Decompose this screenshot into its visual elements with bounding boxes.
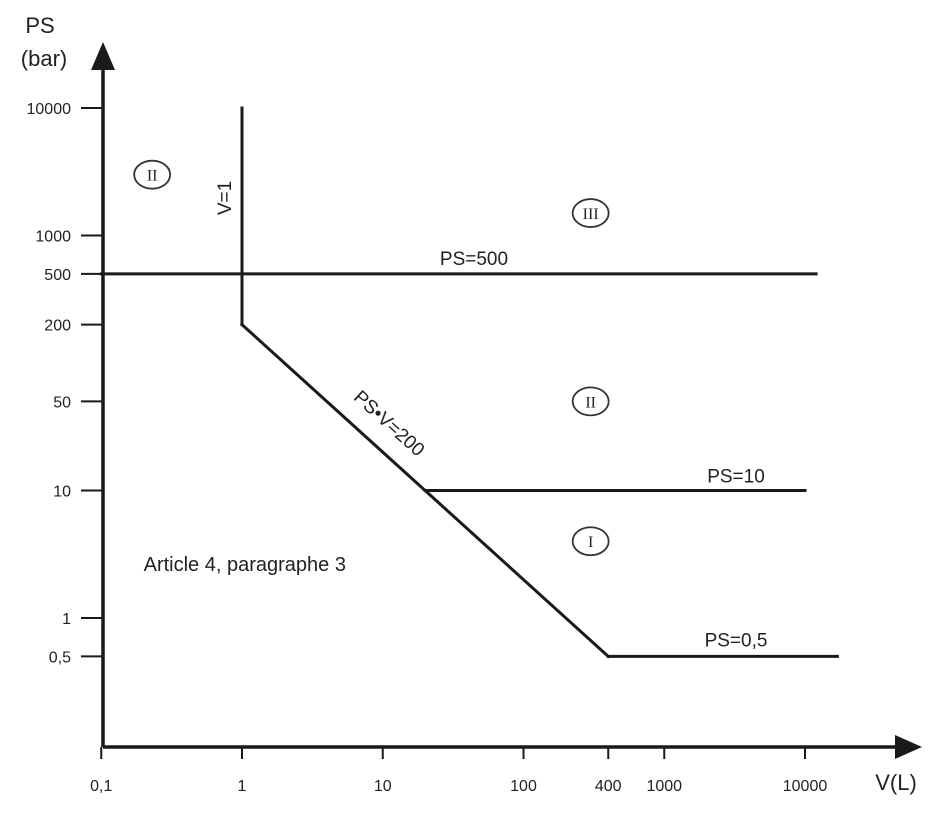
y-tick-label: 10	[53, 484, 71, 501]
boundary-labels: PS=500 PS=10 PS=0,5 V=1 PS•V=200	[215, 181, 767, 652]
category-circle	[133, 159, 172, 190]
category-label: II	[585, 394, 596, 411]
y-axis-ticks: 0,5 1 10 50 200 500 1000 10000	[27, 101, 103, 666]
x-tick-label: 0,1	[90, 778, 112, 795]
x-axis-arrow-icon	[895, 735, 922, 759]
x-axis-title: V(L)	[875, 770, 917, 795]
category-i-marker: I	[571, 526, 610, 557]
y-axis-arrow-icon	[91, 42, 115, 70]
y-axis-unit: (bar)	[21, 46, 67, 71]
y-tick-label: 1	[62, 611, 71, 628]
boundary-lines	[99, 106, 839, 659]
x-axis-ticks: 0,1 1 10 100 400 1000 10000	[90, 747, 827, 795]
x-tick-label: 1000	[646, 778, 682, 795]
category-ii-marker: II	[133, 159, 172, 190]
label-v1: V=1	[215, 181, 236, 215]
category-label: I	[588, 534, 593, 551]
y-axis-title: PS	[25, 13, 54, 38]
label-psv200: PS•V=200	[349, 387, 428, 461]
label-ps10: PS=10	[707, 467, 765, 488]
y-tick-label: 10000	[27, 101, 72, 118]
x-tick-label: 10000	[783, 778, 828, 795]
label-ps05: PS=0,5	[705, 630, 768, 651]
x-tick-label: 10	[374, 778, 392, 795]
category-ii-marker: II	[571, 386, 610, 417]
x-tick-label: 100	[510, 778, 537, 795]
category-iii-marker: III	[571, 198, 610, 228]
annotation-text: Article 4, paragraphe 3	[144, 554, 346, 576]
y-tick-label: 0,5	[49, 649, 71, 666]
annotations: Article 4, paragraphe 3	[144, 554, 346, 576]
x-tick-label: 1	[238, 778, 247, 795]
category-circle	[571, 198, 610, 228]
category-label: III	[583, 206, 599, 223]
category-circle	[571, 526, 610, 557]
category-label: II	[147, 168, 158, 185]
y-tick-label: 50	[53, 394, 71, 411]
x-tick-label: 400	[595, 778, 622, 795]
y-tick-label: 200	[44, 318, 71, 335]
axis-titles: PS (bar) V(L)	[21, 13, 917, 795]
category-circle	[571, 386, 610, 417]
y-tick-label: 500	[44, 267, 71, 284]
axes	[91, 42, 922, 759]
label-ps500: PS=500	[440, 249, 508, 270]
y-tick-label: 1000	[35, 229, 71, 246]
